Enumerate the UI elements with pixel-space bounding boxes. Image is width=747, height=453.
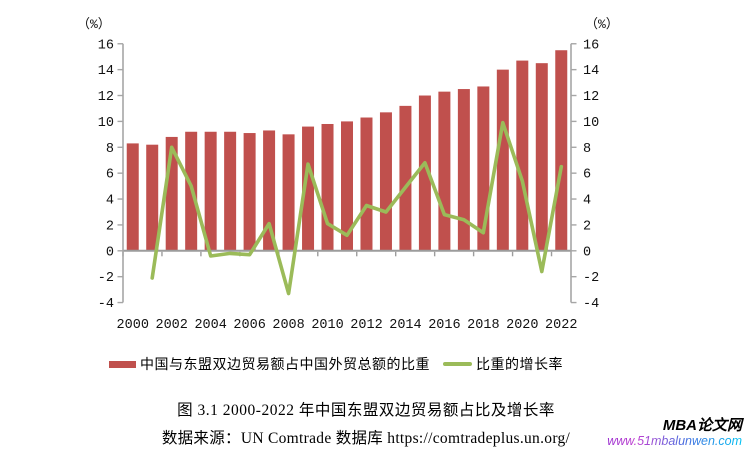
bar-2004 <box>204 131 217 251</box>
bar-2007 <box>263 130 276 251</box>
y-tick-label-left: 2 <box>106 219 114 234</box>
line-series-label: 比重的增长率 <box>476 358 563 373</box>
y-tick-label-left: 8 <box>106 142 114 157</box>
y-tick-label-right: -2 <box>583 271 599 286</box>
bar-2009 <box>302 126 315 251</box>
bar-2011 <box>341 121 353 251</box>
figure-caption: 图 3.1 2000-2022 年中国东盟双边贸易额占比及增长率 <box>177 402 555 419</box>
bar-2005 <box>224 131 237 251</box>
x-tick-labels: 2000 2002 2004 2006 2008 2010 2012 2014 2016 2018… <box>117 318 578 333</box>
y-tick-label-right: 0 <box>583 245 591 260</box>
bar-series <box>126 50 568 251</box>
x-tick-label: 2002 <box>155 318 187 333</box>
y-tick-label-right: -4 <box>583 297 599 312</box>
watermark: MBA论文网 www.51mbalunwen.com <box>607 416 742 449</box>
x-tick-label: 2012 <box>350 318 382 333</box>
bar-2017 <box>457 89 470 251</box>
y-tick-label-right: 8 <box>583 142 591 157</box>
bar-series-swatch <box>109 360 136 368</box>
y-tick-label-right: 2 <box>583 219 591 234</box>
x-tick-label: 2020 <box>506 318 538 333</box>
bar-2010 <box>321 123 334 251</box>
y-tick-label-left: 16 <box>98 38 114 53</box>
y-tick-label-left: -2 <box>98 271 114 286</box>
bar-2006 <box>243 133 256 251</box>
growth-rate-line <box>150 120 564 296</box>
watermark-site-url: www.51mbalunwen.com <box>607 434 742 449</box>
data-source-note: 数据来源：UN Comtrade 数据库 https://comtradeplu… <box>161 430 571 447</box>
y-axis-right: -4 -2 0 2 4 6 8 10 12 14 16 <box>570 38 599 312</box>
y-tick-label-left: 10 <box>98 116 114 131</box>
bar-2015 <box>418 95 431 251</box>
bar-2016 <box>438 91 451 251</box>
y-tick-label-right: 10 <box>583 116 599 131</box>
bar-2014 <box>399 105 412 251</box>
bar-2013 <box>379 112 392 251</box>
y-axis-unit-right: （%） <box>585 17 619 32</box>
y-tick-label-right: 16 <box>583 38 599 53</box>
y-tick-label-left: 12 <box>98 90 114 105</box>
chart-legend: 中国与东盟双边贸易额占中国外贸总额的比重 比重的增长率 <box>109 355 563 373</box>
bar-2008 <box>282 134 295 251</box>
x-tick-label: 2000 <box>117 318 149 333</box>
y-tick-label-right: 6 <box>583 168 591 183</box>
bar-2000 <box>126 143 139 251</box>
x-tick-label: 2006 <box>233 318 265 333</box>
watermark-site-name: MBA论文网 <box>662 416 742 434</box>
legend-item-line-series: 比重的增长率 <box>443 354 563 374</box>
legend-item-bar-series: 中国与东盟双边贸易额占中国外贸总额的比重 <box>109 354 430 374</box>
y-tick-label-right: 14 <box>583 64 599 79</box>
y-tick-label-left: 0 <box>106 245 114 260</box>
y-tick-label-left: 4 <box>106 194 114 209</box>
y-tick-label-left: -4 <box>98 297 114 312</box>
line-series-swatch <box>443 362 472 366</box>
x-tick-label: 2014 <box>389 318 421 333</box>
y-tick-label-left: 6 <box>106 168 114 183</box>
bar-2021 <box>535 63 548 251</box>
x-tick-label: 2010 <box>311 318 343 333</box>
x-tick-label: 2016 <box>428 318 460 333</box>
bar-2019 <box>496 69 509 251</box>
bar-2022 <box>555 50 568 251</box>
x-tick-label: 2004 <box>194 318 226 333</box>
y-tick-label-left: 14 <box>98 64 114 79</box>
bar-2001 <box>146 144 159 251</box>
bar-series-label: 中国与东盟双边贸易额占中国外贸总额的比重 <box>140 358 430 373</box>
x-tick-label: 2022 <box>545 318 577 333</box>
y-tick-label-right: 12 <box>583 90 599 105</box>
x-axis <box>122 249 571 257</box>
bar-2020 <box>516 60 529 251</box>
bar-2012 <box>360 117 373 251</box>
x-tick-label: 2018 <box>467 318 499 333</box>
y-axis-unit-left: （%） <box>77 17 111 32</box>
y-tick-label-right: 4 <box>583 194 591 209</box>
y-axis-left: -4 -2 0 2 4 6 8 10 12 14 16 <box>98 38 124 312</box>
x-tick-label: 2008 <box>272 318 304 333</box>
